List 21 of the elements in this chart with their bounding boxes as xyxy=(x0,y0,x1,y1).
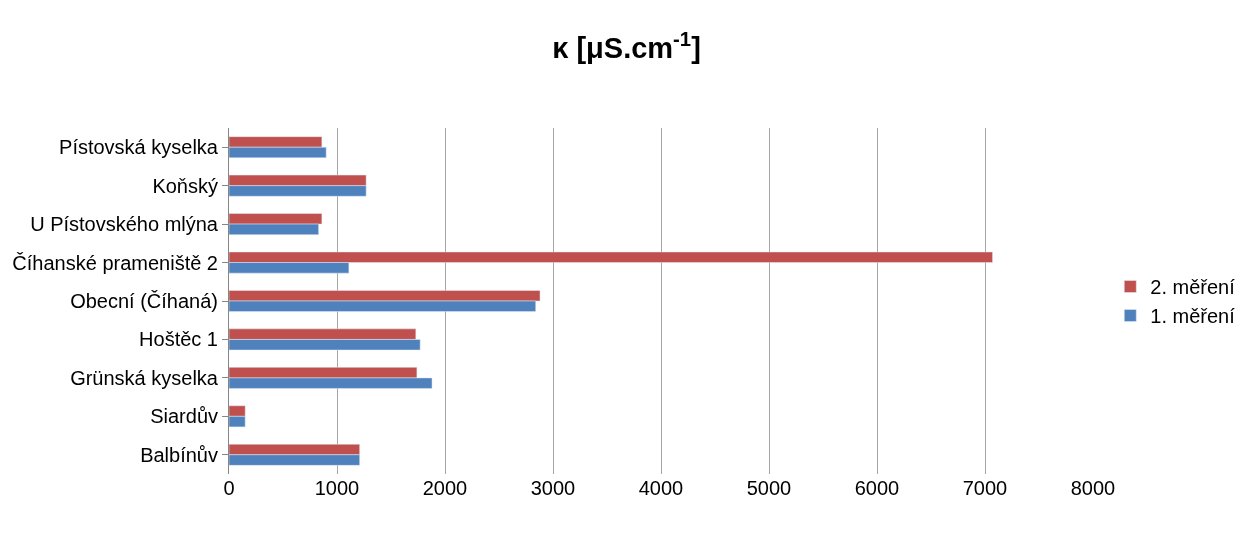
x-tick-label: 5000 xyxy=(746,477,792,499)
y-tick-label: Obecní (Číhaná) xyxy=(70,290,218,312)
y-tick-label: Hoštěc 1 xyxy=(139,328,218,351)
y-tick-label: Číhanské prameniště 2 xyxy=(12,251,218,274)
x-tick-label: 7000 xyxy=(962,477,1008,499)
x-tick-label: 1000 xyxy=(314,477,360,499)
y-tick-label: U Pístovského mlýna xyxy=(30,213,219,236)
y-tick-label: Pístovská kyselka xyxy=(59,136,219,159)
x-tick-label: 4000 xyxy=(638,477,684,499)
x-tick-label: 2000 xyxy=(422,477,468,499)
y-tick-label: Balbínův xyxy=(140,443,218,466)
y-tick-label: Grünská kyselka xyxy=(70,366,219,389)
x-tick-label: 0 xyxy=(223,477,235,499)
y-tick-label: Koňský xyxy=(152,174,218,197)
x-tick-label: 3000 xyxy=(530,477,576,499)
chart-title: κ [μS.cm$^{-1}$] xyxy=(552,28,701,65)
legend-label: 2. měření xyxy=(1150,276,1236,299)
y-tick-label: Siardův xyxy=(150,405,218,428)
legend-label: 1. měření xyxy=(1150,305,1236,328)
x-tick-label: 8000 xyxy=(1070,477,1116,499)
x-tick-label: 6000 xyxy=(854,477,900,499)
